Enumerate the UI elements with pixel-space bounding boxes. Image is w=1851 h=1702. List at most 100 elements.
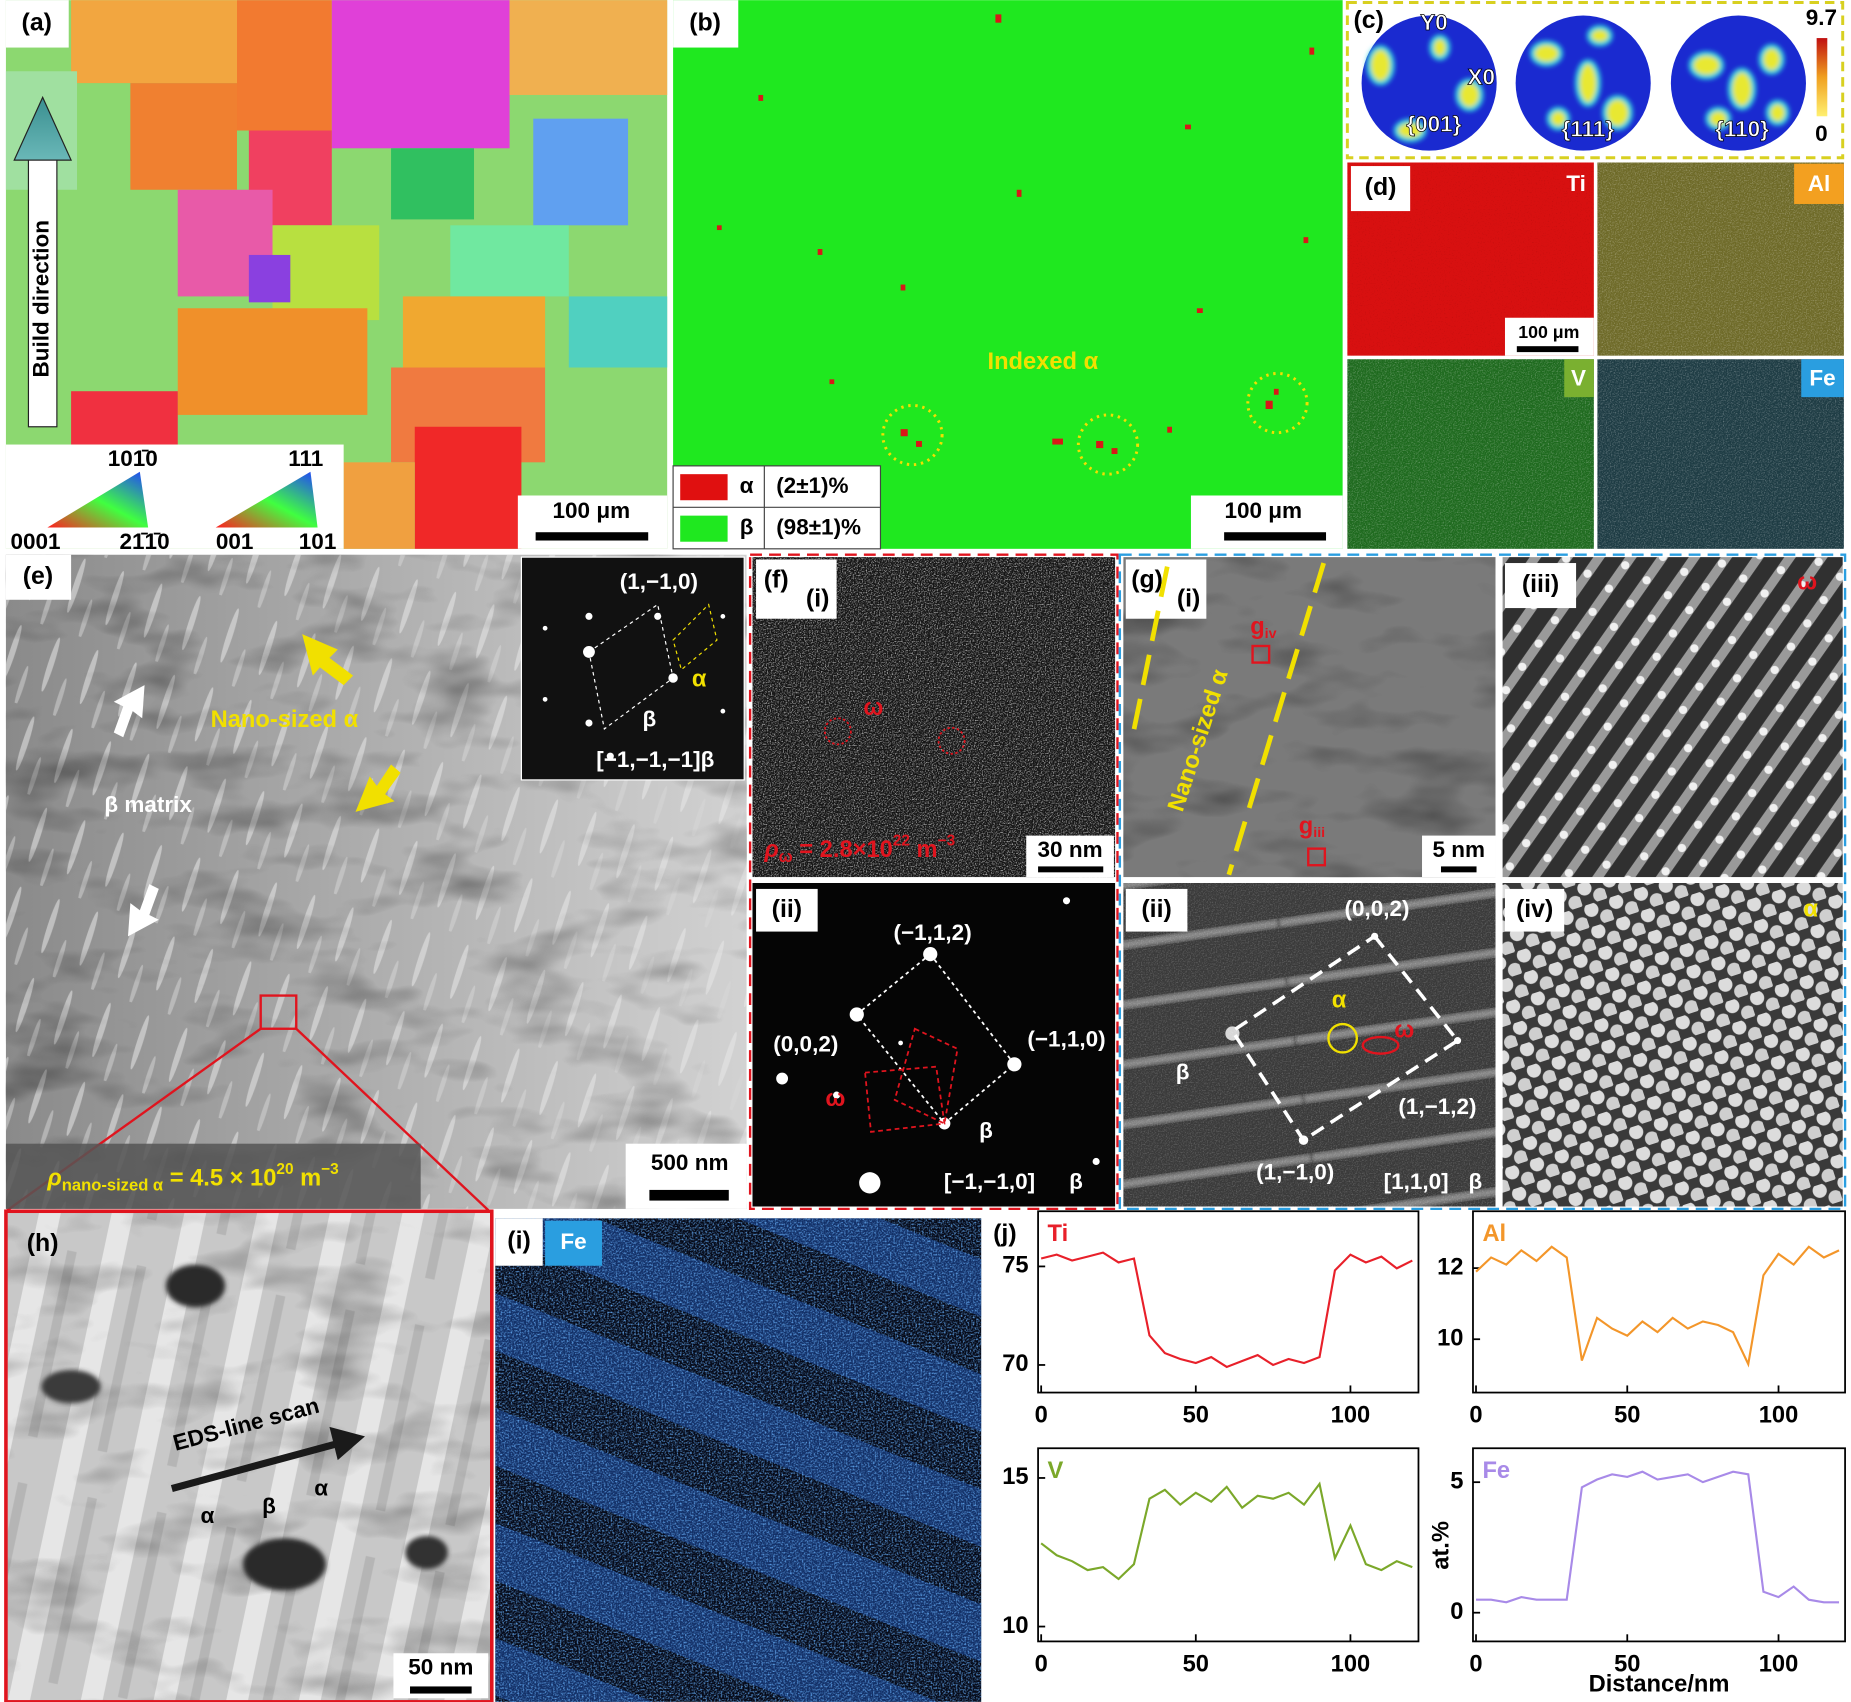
phase-label: ω: [1797, 569, 1817, 595]
label-bg: [1801, 359, 1844, 398]
arrow-white: [113, 685, 145, 738]
legend-fraction: (98±1)%: [776, 515, 861, 540]
arrow-label: Build direction: [29, 220, 54, 377]
scale-bar: [649, 1189, 729, 1201]
scale-bar: [1516, 346, 1579, 353]
panel-c: (c) Y0 X0 {001} {111} {110} 9.7 0: [1345, 1, 1845, 160]
omega-label: ω: [863, 695, 883, 721]
label-bg: [1504, 888, 1565, 932]
roi-box: [1251, 644, 1271, 664]
scale-bar: [535, 532, 649, 541]
label-bg: [756, 888, 818, 932]
pole-figures: [1361, 15, 1806, 151]
map-noise: [1347, 359, 1594, 549]
dark-feature: [242, 1538, 326, 1591]
fft-noise: [1123, 882, 1496, 1207]
fe-noise: [495, 1218, 982, 1702]
panel-label: (a): [22, 8, 52, 36]
panel-label: (h): [27, 1229, 59, 1257]
spot-label: (1,−1,0): [1256, 1159, 1334, 1184]
spot-label: (0,0,2): [1344, 896, 1409, 921]
omega-ring: [1361, 1035, 1400, 1055]
grain: [248, 254, 291, 303]
scale-label: 100 μm: [1518, 322, 1579, 342]
x-tick-label: 0: [1035, 1651, 1048, 1677]
saed-label: β: [643, 707, 657, 732]
scale-label: 100 μm: [1224, 498, 1302, 523]
scale-bar: [1224, 532, 1327, 541]
grain: [450, 225, 569, 297]
subpanel-label: (iii): [1522, 570, 1559, 598]
scale-bar: [1038, 866, 1104, 873]
scale-label: 5 nm: [1433, 837, 1486, 862]
saed-label: [−1,−1,−1]β: [596, 747, 714, 772]
panel-label: (d): [1365, 173, 1397, 201]
grain: [130, 83, 238, 190]
ipf-triangle: [215, 471, 318, 528]
panel-label: (c): [1353, 6, 1383, 34]
panel-g: (g) (i) Nano-sized α giv giii 5 nm (ii) …: [1118, 553, 1847, 1211]
element-label: V: [1571, 365, 1586, 390]
alpha-label: α: [1332, 988, 1347, 1014]
saed: [752, 882, 1116, 1207]
build-arrow-shaft: [27, 159, 58, 428]
panel-i: (i) Fe: [495, 1218, 982, 1702]
x-tick-label: 100: [1331, 1651, 1371, 1677]
map-noise: [1597, 162, 1844, 549]
roi-subscript: iii: [1313, 825, 1325, 841]
label-bg: [5, 554, 72, 600]
legend-swatch: [680, 474, 728, 501]
element-label: Fe: [560, 1229, 586, 1254]
grain: [331, 0, 510, 149]
omega-label: ω: [1394, 1017, 1414, 1043]
density-subscript: ω: [779, 847, 793, 866]
density: ρω = 2.8×1022 m−3: [763, 833, 955, 867]
subpanel-label: (i): [1177, 584, 1200, 612]
plot-frame: [1037, 1210, 1420, 1394]
density-text: = 2.8×10: [793, 837, 893, 863]
axis-label: Y0: [1420, 10, 1448, 35]
omega-label: ω: [825, 1086, 845, 1112]
ipf-label: 0001: [11, 529, 61, 554]
y-tick-label: 0: [1450, 1599, 1463, 1625]
annotation: β matrix: [104, 792, 192, 817]
y-tick-label: 5: [1450, 1468, 1463, 1494]
ipf-label: 101: [299, 529, 337, 554]
panel-d: (d) Ti Al V Fe 100 μm: [1347, 162, 1844, 549]
saed-inset: [520, 556, 745, 781]
zoom-box: [259, 994, 298, 1030]
spot-label: (−1,1,0): [1027, 1027, 1105, 1052]
panel-label: (e): [23, 562, 53, 590]
panel-h: (h) EDS-line scan α β α 50 nm: [4, 1209, 494, 1702]
chart-title: Al: [1482, 1221, 1506, 1247]
density-exponent: 22: [893, 833, 910, 850]
ipf-label: 111: [288, 446, 323, 471]
panel-label: (g): [1131, 565, 1163, 593]
omega-circle: [823, 717, 852, 746]
grain: [71, 0, 238, 84]
grain: [177, 308, 368, 415]
element-label: Ti: [1566, 171, 1586, 196]
plot-frame: [1472, 1447, 1846, 1643]
pole-label: {001}: [1406, 112, 1461, 137]
label-bg: [1794, 163, 1844, 204]
element-label: Fe: [1809, 365, 1835, 390]
grain: [509, 0, 668, 95]
subpanel-label: (ii): [772, 895, 802, 923]
roi-symbol: g: [1299, 814, 1313, 840]
annotation: Indexed α: [987, 349, 1098, 375]
chart-title: Fe: [1482, 1458, 1510, 1484]
density-unit-exponent: −3: [938, 833, 956, 850]
profile-line: [1475, 1245, 1840, 1368]
x-tick-label: 0: [1469, 1651, 1482, 1677]
saed-label: α: [692, 667, 707, 693]
colorbar: [1816, 38, 1828, 117]
alpha-cell: [672, 603, 718, 671]
subpanel-label: (ii): [1141, 895, 1171, 923]
saed-label: (1,−1,0): [620, 569, 698, 594]
y-tick-label: 15: [1002, 1464, 1028, 1490]
profile-line: [1040, 1481, 1413, 1581]
panel-frame: [748, 553, 1119, 1211]
